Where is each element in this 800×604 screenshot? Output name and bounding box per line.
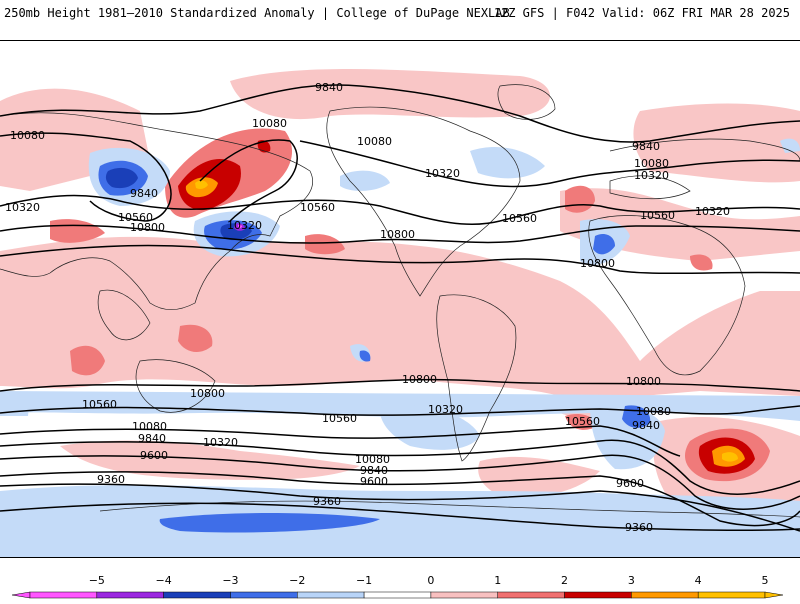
colorbar-swatches	[11, 591, 784, 599]
contour-label: 9840	[632, 419, 660, 432]
contour-label: 9840	[138, 432, 166, 445]
colorbar-tick-label: −3	[222, 574, 238, 587]
contour-label: 10800	[402, 373, 437, 386]
contour-label: 10800	[380, 228, 415, 241]
contour-label: 10560	[82, 398, 117, 411]
colorbar-swatch	[697, 591, 766, 599]
colorbar-swatch	[163, 591, 231, 599]
contour-label: 10080	[252, 117, 287, 130]
colorbar-swatch	[29, 591, 98, 599]
map-title: 250mb Height 1981–2010 Standardized Anom…	[4, 6, 510, 20]
contour-label: 10560	[565, 415, 600, 428]
contour-label: 10800	[130, 221, 165, 234]
colorbar: −5 −4 −3 −2 −1 0 1 2 3 4 5	[0, 570, 800, 600]
colorbar-swatch	[363, 591, 432, 599]
colorbar-tick-label: 3	[628, 574, 635, 587]
contour-label: 9360	[625, 521, 653, 534]
colorbar-tick-label: 1	[494, 574, 501, 587]
colorbar-right-arrow	[764, 591, 784, 599]
contour-labels: 9840 10080 10080 10080 10320 10320 10320…	[5, 81, 730, 534]
negative-anomaly-strong	[105, 167, 252, 241]
contour-label: 10800	[190, 387, 225, 400]
contour-label: 10320	[634, 169, 669, 182]
contour-label: 10320	[203, 436, 238, 449]
contour-label: 10320	[425, 167, 460, 180]
colorbar-tick-label: 4	[695, 574, 702, 587]
contour-label: 9840	[315, 81, 343, 94]
contour-label: 10080	[132, 420, 167, 433]
colorbar-swatch	[497, 591, 565, 599]
contour-label: 10560	[300, 201, 335, 214]
colorbar-swatch	[631, 591, 699, 599]
model-valid-time: 12Z GFS | F042 Valid: 06Z FRI MAR 28 202…	[493, 6, 790, 20]
contour-label: 10320	[428, 403, 463, 416]
colorbar-tick-label: 2	[561, 574, 568, 587]
contour-label: 9600	[140, 449, 168, 462]
contour-label: 10080	[357, 135, 392, 148]
contour-label: 10080	[636, 405, 671, 418]
contour-label: 10320	[5, 201, 40, 214]
contour-label: 10320	[227, 219, 262, 232]
colorbar-tick-label: −1	[356, 574, 372, 587]
contour-label: 10080	[10, 129, 45, 142]
colorbar-swatch	[297, 591, 365, 599]
contour-label: 10080	[355, 453, 390, 466]
contour-label: 10560	[502, 212, 537, 225]
contour-label: 9360	[313, 495, 341, 508]
colorbar-tick-label: −4	[156, 574, 172, 587]
contour-label: 10080	[634, 157, 669, 170]
contour-label: 9600	[616, 477, 644, 490]
contour-label: 10560	[322, 412, 357, 425]
colorbar-tick-labels: −5 −4 −3 −2 −1 0 1 2 3 4 5	[89, 574, 769, 587]
colorbar-canvas: −5 −4 −3 −2 −1 0 1 2 3 4 5	[11, 574, 784, 599]
colorbar-tick-label: −5	[89, 574, 105, 587]
colorbar-swatch	[230, 591, 298, 599]
contour-label: 10800	[580, 257, 615, 270]
contour-label: 10560	[640, 209, 675, 222]
contour-label: 9360	[97, 473, 125, 486]
contour-label: 10800	[626, 375, 661, 388]
map-canvas: 9840 10080 10080 10080 10320 10320 10320…	[0, 69, 800, 557]
contour-label: 9840	[632, 140, 660, 153]
colorbar-tick-label: 5	[762, 574, 769, 587]
contour-label: 10560	[118, 211, 153, 224]
colorbar-swatch	[564, 591, 632, 599]
colorbar-tick-label: −2	[289, 574, 305, 587]
height-contours	[0, 84, 800, 532]
contour-label: 9600	[360, 475, 388, 488]
contour-label: 9840	[360, 464, 388, 477]
colorbar-swatch	[96, 591, 164, 599]
anomaly-map: 9840 10080 10080 10080 10320 10320 10320…	[0, 40, 800, 558]
positive-anomaly-strong	[178, 140, 755, 474]
colorbar-left-arrow	[11, 591, 31, 599]
colorbar-swatch	[430, 591, 498, 599]
contour-label: 9840	[130, 187, 158, 200]
contour-label: 10320	[695, 205, 730, 218]
colorbar-tick-label: 0	[427, 574, 434, 587]
